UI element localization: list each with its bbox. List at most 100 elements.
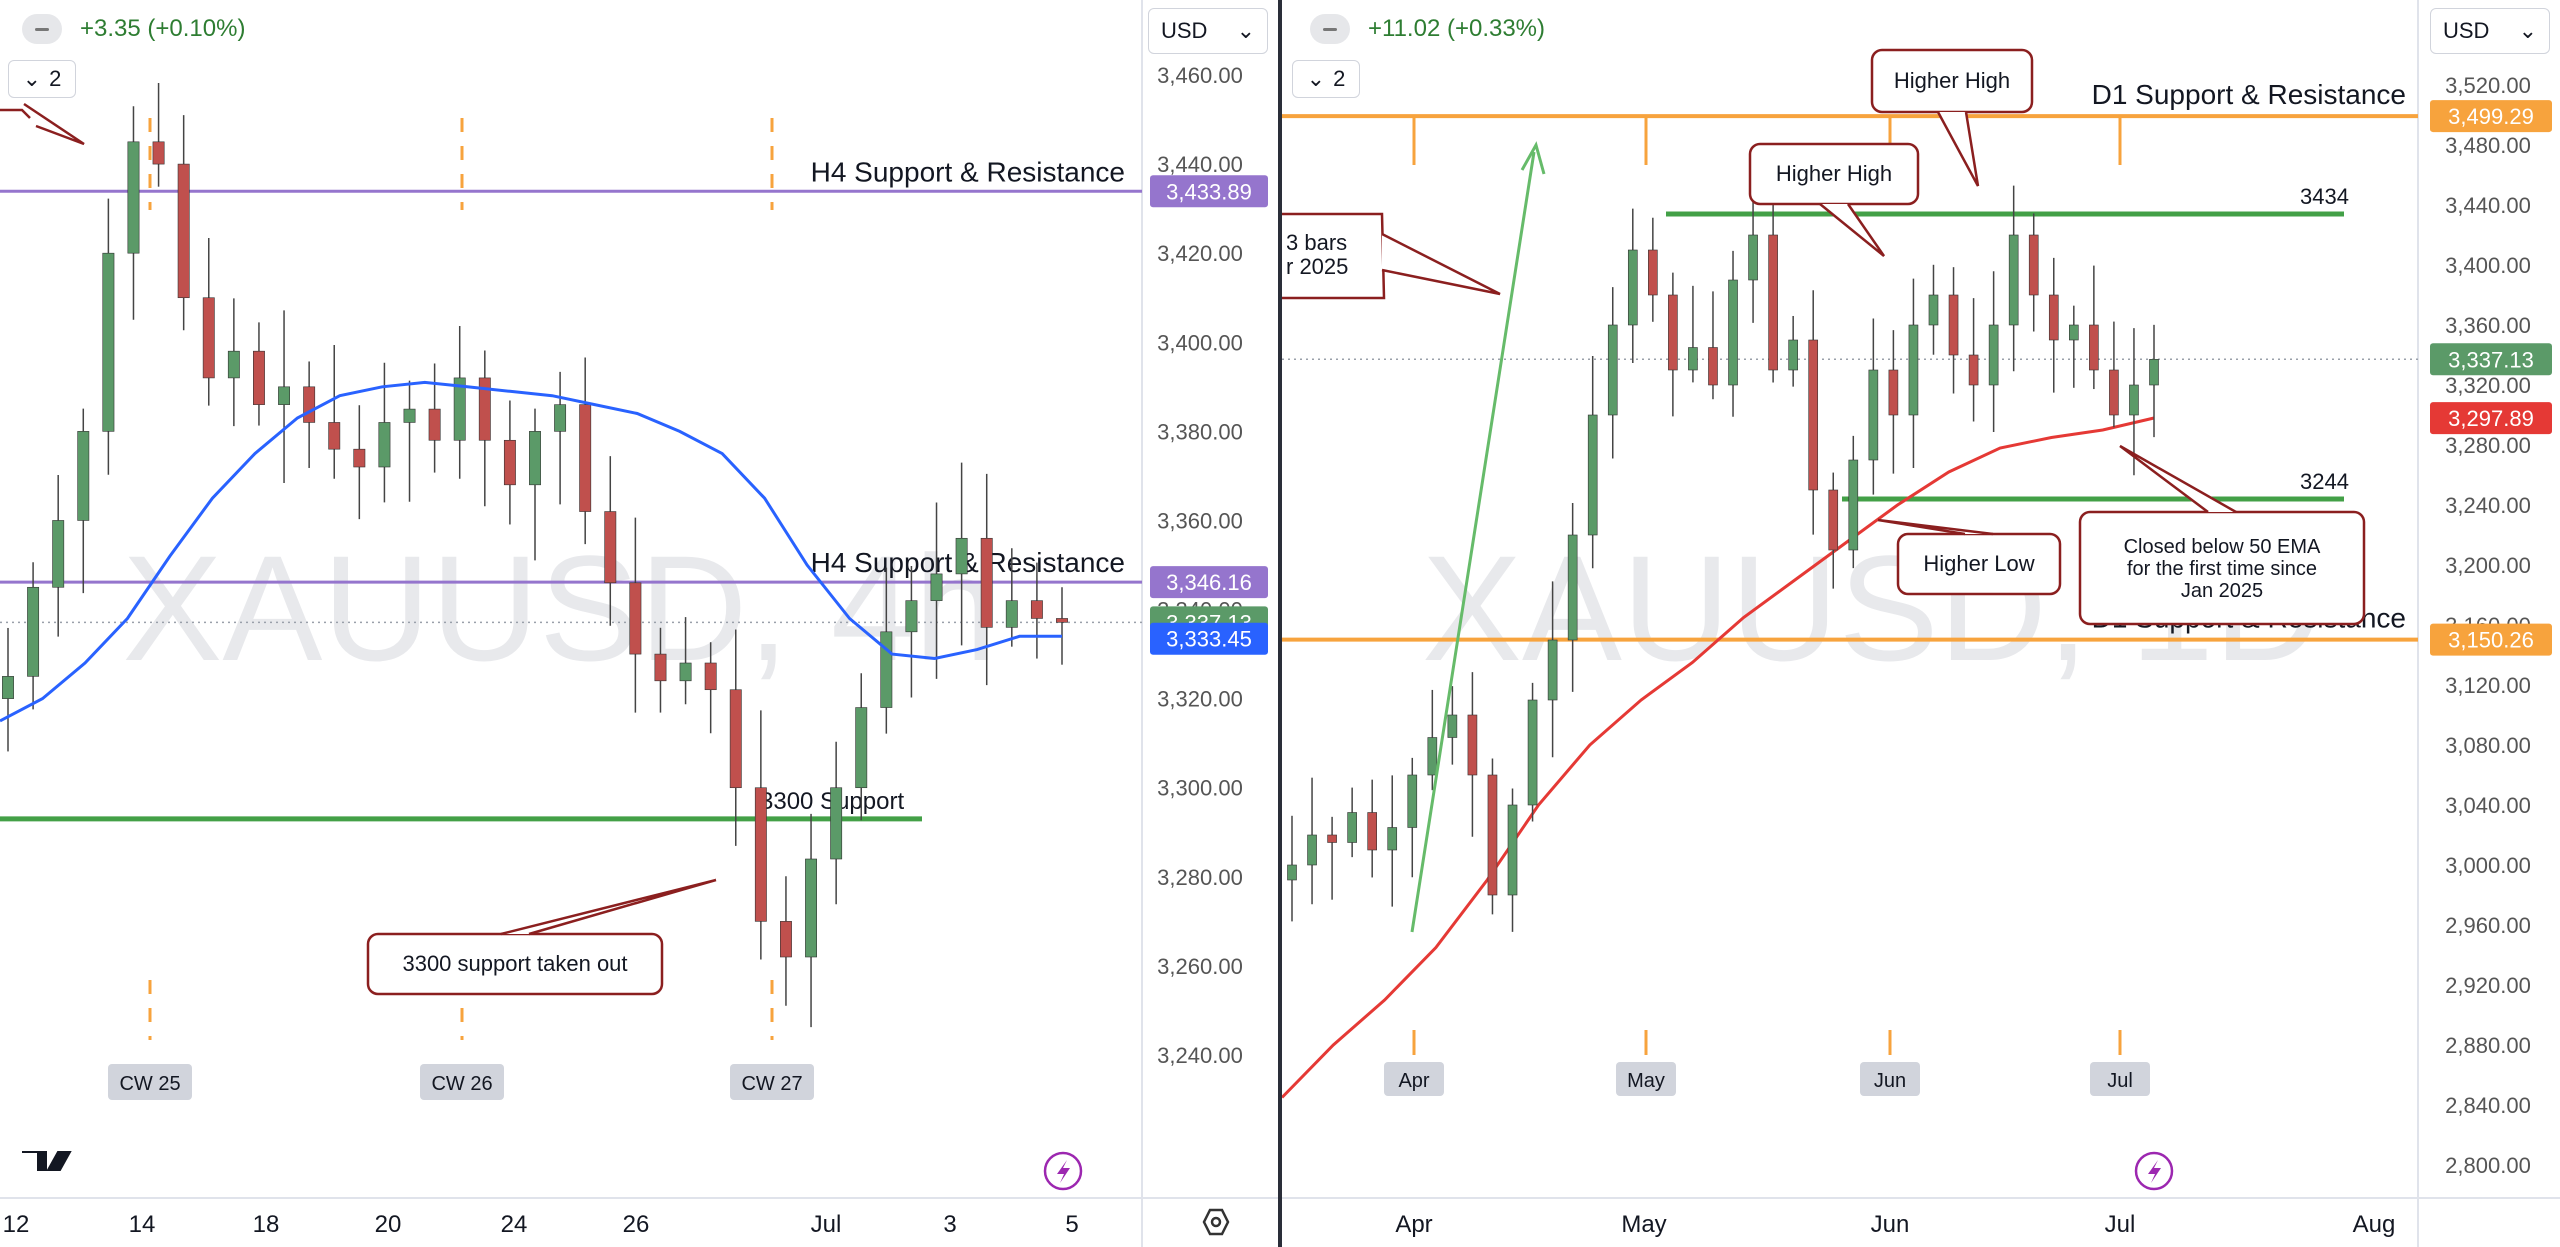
week-marker-label: CW 25 — [119, 1073, 180, 1095]
y-tick-label: 2,880.00 — [2445, 1033, 2531, 1058]
collapse-toggle-button[interactable] — [22, 14, 62, 44]
candle-body — [1367, 812, 1377, 851]
collapse-toggle-button[interactable] — [1310, 14, 1350, 44]
price-label-text: 3,150.26 — [2448, 628, 2534, 653]
candle-body — [2048, 294, 2059, 341]
level-label-3434: 3434 — [2300, 184, 2349, 209]
candle-body — [1607, 324, 1618, 416]
currency-select[interactable]: USD ⌄ — [1148, 8, 1268, 54]
candle-body — [1928, 294, 1939, 326]
chart-panel-1d[interactable]: XAUUSD, 1D 3,520.00 3,480.00 3,440.00 3,400.… — [1282, 0, 2560, 1247]
candle-body — [604, 511, 617, 584]
callout-closed-below-ema-text: Closed below 50 EMA — [2124, 536, 2321, 558]
y-tick-label: 3,280.00 — [1157, 865, 1243, 890]
price-label-text: 3,333.45 — [1166, 627, 1252, 652]
candle-body — [1327, 834, 1337, 843]
candle-body — [1030, 600, 1043, 619]
candle-body — [679, 662, 692, 682]
y-tick-label: 3,260.00 — [1157, 954, 1243, 979]
candle-body — [1627, 249, 1638, 326]
candle-body — [1848, 459, 1859, 551]
minus-icon — [35, 27, 49, 31]
candle-body — [2129, 384, 2139, 416]
callout-higher-low-text: Higher Low — [1923, 551, 2034, 576]
candle-body — [1056, 618, 1068, 623]
candle-body — [654, 653, 667, 682]
candle-body — [1668, 294, 1678, 371]
y-tick-label: 3,280.00 — [2445, 433, 2531, 458]
candle-body — [1507, 804, 1518, 896]
price-label-bg — [1150, 175, 1268, 208]
y-tick-label: 3,360.00 — [2445, 313, 2531, 338]
candle-body — [2069, 324, 2079, 341]
month-marker-bg — [2090, 1062, 2150, 1096]
candle-body — [227, 350, 240, 379]
y-tick-label: 3,520.00 — [2445, 73, 2531, 98]
price-label-text: 3,337.13 — [2448, 347, 2534, 372]
candle-body — [1567, 534, 1578, 641]
candle-body — [2149, 359, 2159, 386]
y-tick-label: 3,440.00 — [1157, 152, 1243, 177]
candle-body — [52, 520, 65, 588]
candle-body — [1005, 600, 1018, 628]
price-label-bg — [2430, 100, 2552, 133]
candle-body — [1768, 234, 1778, 371]
candle-body — [2089, 324, 2099, 371]
x-tick-label: 12 — [3, 1211, 30, 1238]
candle-body — [2008, 234, 2019, 326]
y-tick-label: 3,040.00 — [2445, 793, 2531, 818]
indicator-level-button[interactable]: ⌄ 2 — [8, 60, 76, 98]
candle-body — [754, 787, 767, 922]
x-tick-label: Jul — [811, 1211, 842, 1238]
candle-body — [478, 377, 491, 441]
settings-icon-center — [1210, 1216, 1222, 1228]
price-change: +3.35 (+0.10%) — [80, 15, 246, 42]
candle-body — [729, 689, 742, 789]
callout-partial-box — [0, 108, 31, 119]
candle-body — [980, 537, 993, 628]
indicator-count: 2 — [1333, 66, 1346, 91]
candle-body — [1808, 339, 1819, 491]
y-tick-label: 3,420.00 — [1157, 241, 1243, 266]
currency-select[interactable]: USD ⌄ — [2430, 8, 2550, 54]
candle-body — [253, 350, 265, 405]
candle-body — [1347, 812, 1357, 843]
candle-body — [1728, 279, 1738, 386]
candle-body — [1868, 369, 1879, 461]
candle-body — [503, 439, 516, 486]
minus-icon — [1323, 27, 1337, 31]
week-marker-bg — [730, 1064, 814, 1100]
indicator-level-button[interactable]: ⌄ 2 — [1292, 60, 1360, 98]
candle-body — [1888, 369, 1899, 416]
callout-partial-text: r 2025 — [1286, 254, 1348, 279]
chart-1d-svg[interactable]: XAUUSD, 1D3,520.003,480.003,440.003,400.… — [1282, 0, 2560, 1247]
y-tick-label: 3,320.00 — [2445, 373, 2531, 398]
candle-body — [579, 404, 592, 512]
candle-body — [880, 631, 893, 708]
candle-body — [1828, 489, 1839, 551]
y-tick-label: 3,440.00 — [2445, 193, 2531, 218]
chart-4h-svg[interactable]: XAUUSD, 4h 3,460.00 3,440.00 3,420.00 3,400.… — [0, 0, 1278, 1247]
x-tick-label: 26 — [623, 1211, 650, 1238]
y-tick-label: 3,300.00 — [1157, 776, 1243, 801]
x-tick-label: 14 — [129, 1211, 156, 1238]
candle-body — [1788, 339, 1798, 371]
price-label-text: 3,499.29 — [2448, 104, 2534, 129]
y-tick-label: 2,840.00 — [2445, 1093, 2531, 1118]
candle-body — [353, 448, 366, 468]
candle-body — [930, 573, 943, 601]
candle-body — [378, 422, 391, 468]
candle-body — [177, 163, 190, 299]
y-tick-label: 3,240.00 — [2445, 493, 2531, 518]
candle-body — [1988, 324, 1999, 386]
candle-body — [27, 586, 40, 677]
candle-body — [1467, 714, 1478, 776]
x-tick-label: May — [1621, 1211, 1666, 1238]
chart-panel-4h[interactable]: XAUUSD, 4h 3,460.00 3,440.00 3,420.00 3,400.… — [0, 0, 1278, 1247]
candle-body — [328, 422, 341, 450]
candle-body — [2028, 234, 2039, 296]
y-tick-label: 3,120.00 — [2445, 673, 2531, 698]
callout-partial-pointer — [1381, 232, 1501, 296]
candle-body — [77, 431, 90, 521]
panel-divider[interactable] — [1278, 0, 1282, 1247]
